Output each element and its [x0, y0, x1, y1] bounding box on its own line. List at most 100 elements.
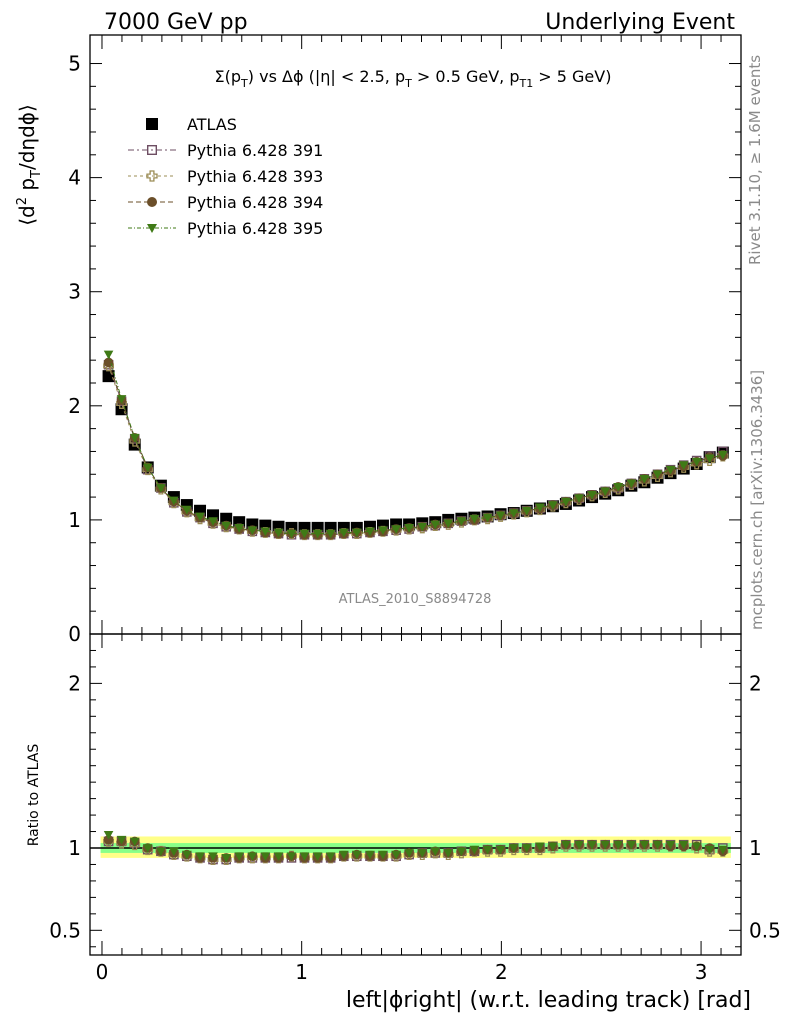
data-point: [704, 454, 715, 464]
data-point: [169, 496, 179, 506]
data-point: [665, 465, 676, 475]
data-point: [129, 433, 140, 443]
y-tick-label: 2: [68, 394, 81, 418]
ratio-point: [430, 847, 441, 857]
data-point: [691, 457, 702, 467]
ratio-point: [639, 840, 650, 850]
ratio-point: [587, 840, 597, 850]
ratio-point: [351, 850, 362, 860]
ratio-y-tick-label: 1: [68, 836, 81, 860]
ratio-point: [273, 852, 284, 862]
series-pythia-6-428-395: [103, 350, 728, 539]
ratio-y-tick-label: 0.5: [49, 918, 81, 942]
ratio-point: [613, 840, 623, 850]
legend: ATLAS Pythia 6.428 391 Pythia 6.428 393 Pyt…: [128, 115, 323, 238]
legend-label: Pythia 6.428 394: [187, 193, 323, 212]
ratio-point: [574, 840, 584, 850]
ratio-point: [286, 852, 297, 862]
data-point: [182, 505, 192, 515]
x-tick-label: 2: [495, 960, 508, 984]
ratio-point: [652, 840, 663, 850]
legend-marker: [146, 118, 158, 130]
ratio-point: [339, 850, 349, 860]
ratio-point: [718, 845, 728, 855]
x-tick-label: 1: [295, 960, 308, 984]
data-point: [587, 490, 597, 500]
legend-entry: Pythia 6.428 393: [128, 167, 323, 186]
ratio-point: [691, 842, 702, 852]
ratio-point: [234, 852, 244, 862]
data-point: [600, 487, 611, 497]
data-point: [365, 527, 375, 537]
ratio-series-pythia-6-428-395: [103, 830, 728, 863]
ratio-y-tick-label-right: 2: [749, 671, 762, 695]
data-point: [443, 519, 454, 529]
data-point: [535, 503, 545, 513]
data-point: [208, 517, 218, 526]
ratio-point: [469, 845, 480, 855]
data-point: [103, 357, 114, 368]
data-point: [521, 506, 532, 516]
header-right: Underlying Event: [545, 10, 735, 35]
ratio-y-tick-label-right: 1: [749, 836, 762, 860]
y-tick-label: 3: [68, 280, 81, 304]
ratio-y-tick-label: 2: [68, 671, 81, 695]
data-point: [102, 370, 115, 383]
legend-entry: ATLAS: [146, 115, 237, 134]
svg-text:⟨d2 pT/dηdϕ⟩: ⟨d2 pT/dηdϕ⟩: [15, 104, 44, 226]
y-tick-label: 0: [68, 622, 81, 646]
ratio-point: [521, 844, 532, 853]
data-point: [351, 528, 362, 538]
data-point: [286, 529, 297, 539]
ratio-point: [156, 847, 166, 857]
data-point: [273, 528, 284, 538]
analysis-watermark: ATLAS_2010_S8894728: [339, 592, 492, 607]
data-point: [430, 520, 441, 530]
data-point: [678, 461, 689, 470]
ratio-point: [169, 847, 179, 857]
data-point: [574, 494, 584, 504]
data-point: [312, 529, 323, 539]
ratio-point: [195, 852, 205, 862]
ratio-point: [482, 845, 493, 855]
ratio-point: [221, 854, 231, 863]
ratio-y-axis-label: Ratio to ATLAS: [26, 744, 42, 847]
legend-label: Pythia 6.428 393: [187, 167, 323, 186]
series-atlas: [102, 370, 729, 534]
ratio-point: [312, 852, 323, 862]
main-plot: 0 1 2 3 4 5: [68, 34, 742, 646]
ratio-point: [247, 852, 258, 862]
ratio-point: [378, 850, 388, 860]
data-point: [221, 521, 231, 531]
ratio-point: [678, 840, 689, 850]
data-point: [339, 528, 349, 538]
data-point: [247, 526, 258, 535]
ratio-point: [365, 850, 375, 860]
ratio-point: [404, 849, 414, 858]
data-point: [325, 529, 336, 539]
ratio-point: [129, 837, 140, 847]
data-point: [548, 501, 558, 510]
ratio-point: [142, 844, 153, 853]
data-point: [626, 479, 637, 489]
ratio-point: [443, 849, 454, 858]
y-tick-label: 5: [68, 52, 81, 76]
x-tick-label: 3: [695, 960, 708, 984]
ratio-point: [325, 852, 336, 862]
main-plot-title: Σ(pT) vs Δϕ (|η| < 2.5, pT > 0.5 GeV, pT…: [215, 67, 612, 90]
ratio-point: [495, 845, 506, 855]
ratio-y-tick-label-right: 0.5: [749, 918, 781, 942]
data-point: [639, 474, 650, 484]
header-left: 7000 GeV pp: [104, 10, 248, 35]
data-point: [378, 526, 388, 535]
ratio-point: [299, 852, 310, 862]
data-point: [156, 484, 166, 493]
y-tick-label: 1: [68, 508, 81, 532]
ratio-point: [260, 852, 271, 862]
data-point: [142, 463, 153, 473]
legend-marker: [147, 224, 157, 233]
data-point: [260, 527, 271, 537]
data-point: [718, 451, 728, 460]
main-y-axis-label: ⟨d2 pT/dηdϕ⟩: [15, 104, 44, 226]
data-point: [404, 524, 414, 533]
